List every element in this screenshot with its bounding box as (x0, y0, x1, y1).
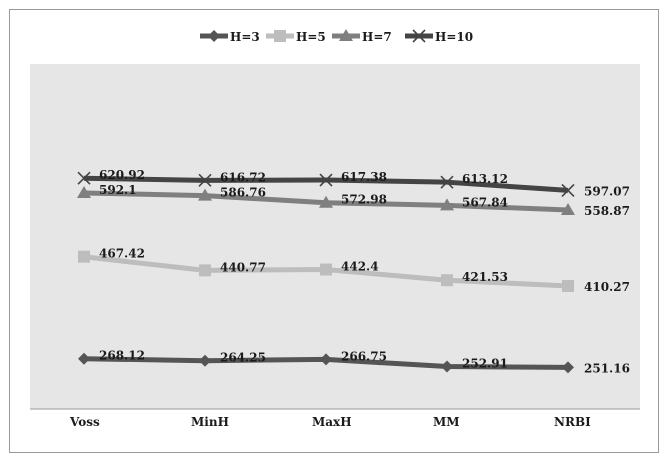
line-chart: H=3 H=5 H=7 H=10 268.12 264.25 266.75 252.91 25… (30, 29, 640, 429)
data-label-h-10-maxh: 617.38 (341, 170, 387, 184)
legend-item-h-5: H=5 (266, 30, 326, 44)
data-label-h-5-nrbi: 410.27 (584, 280, 630, 294)
data-point-h-10-maxh (319, 173, 333, 187)
data-point-h-5-maxh (320, 263, 332, 276)
legend-marker-h-7 (339, 29, 353, 41)
data-label-h-5-maxh: 442.4 (341, 260, 379, 274)
legend-label-h-10: H=10 (435, 30, 473, 44)
x-tick-label-mm: MM (433, 415, 460, 429)
data-point-h-3-voss (78, 352, 90, 365)
data-label-h-10-voss: 620.92 (99, 168, 145, 182)
data-label-h-7-mm: 567.84 (462, 195, 508, 209)
data-point-h-7-minh (198, 188, 212, 201)
data-point-h-10-nrbi (561, 183, 575, 197)
x-tick-label-voss: Voss (69, 415, 100, 429)
data-point-h-3-nrbi (562, 361, 574, 374)
x-axis-labels: Voss MinH MaxH MM NRBI (69, 415, 591, 429)
data-label-h-3-mm: 252.91 (462, 357, 508, 371)
data-label-h-3-minh: 264.25 (220, 351, 266, 365)
x-tick-label-minh: MinH (191, 415, 229, 429)
data-label-h-3-maxh: 266.75 (341, 349, 387, 363)
data-label-h-5-voss: 467.42 (99, 247, 145, 261)
data-label-h-3-voss: 268.12 (99, 349, 145, 363)
data-point-h-3-mm (441, 360, 453, 373)
data-label-h-10-minh: 616.72 (220, 170, 266, 184)
legend-item-h-10: H=10 (405, 29, 473, 44)
data-point-h-3-maxh (320, 353, 332, 366)
series-h-10: 620.92 616.72 617.38 613.12 597.07 (77, 168, 630, 198)
legend-item-h-7: H=7 (332, 29, 392, 44)
legend-label-h-5: H=5 (296, 30, 326, 44)
chart-legend: H=3 H=5 H=7 H=10 (200, 29, 473, 44)
legend-item-h-3: H=3 (200, 30, 260, 44)
plot-area (30, 64, 640, 409)
data-point-h-10-mm (440, 175, 454, 189)
data-point-h-7-mm (440, 198, 454, 211)
data-point-h-3-minh (199, 354, 211, 367)
legend-label-h-7: H=7 (362, 30, 392, 44)
legend-marker-h-10 (412, 29, 426, 43)
legend-label-h-3: H=3 (230, 30, 260, 44)
data-point-h-10-voss (77, 171, 91, 185)
data-point-h-10-minh (198, 173, 212, 187)
data-label-h-7-nrbi: 558.87 (584, 204, 630, 218)
series-h-5: 467.42 440.77 442.4 421.53 410.27 (78, 247, 630, 294)
data-label-h-3-nrbi: 251.16 (584, 361, 630, 375)
chart-frame: H=3 H=5 H=7 H=10 268.12 264.25 266.75 252.91 25… (9, 9, 659, 453)
data-label-h-10-nrbi: 597.07 (584, 184, 630, 198)
series-h-7: 592.1 586.76 572.98 567.84 558.87 (77, 183, 630, 218)
series-layer: 268.12 264.25 266.75 252.91 251.16 467.42 440.… (77, 168, 630, 375)
x-tick-label-maxh: MaxH (312, 415, 352, 429)
data-label-h-10-mm: 613.12 (462, 172, 508, 186)
legend-marker-h-3 (208, 30, 220, 42)
data-label-h-7-minh: 586.76 (220, 186, 266, 200)
data-point-h-5-voss (78, 250, 90, 263)
data-label-h-5-mm: 421.53 (462, 270, 508, 284)
data-label-h-7-maxh: 572.98 (341, 193, 387, 207)
data-point-h-7-voss (77, 185, 91, 198)
data-point-h-7-nrbi (561, 202, 575, 215)
data-point-h-5-mm (441, 274, 453, 287)
data-label-h-7-voss: 592.1 (99, 183, 137, 197)
data-label-h-5-minh: 440.77 (220, 260, 266, 274)
data-point-h-5-minh (199, 264, 211, 277)
legend-marker-h-5 (274, 30, 286, 42)
x-tick-label-nrbi: NRBI (554, 415, 591, 429)
data-point-h-5-nrbi (562, 279, 574, 292)
series-h-3: 268.12 264.25 266.75 252.91 251.16 (78, 349, 630, 375)
data-point-h-7-maxh (319, 195, 333, 208)
